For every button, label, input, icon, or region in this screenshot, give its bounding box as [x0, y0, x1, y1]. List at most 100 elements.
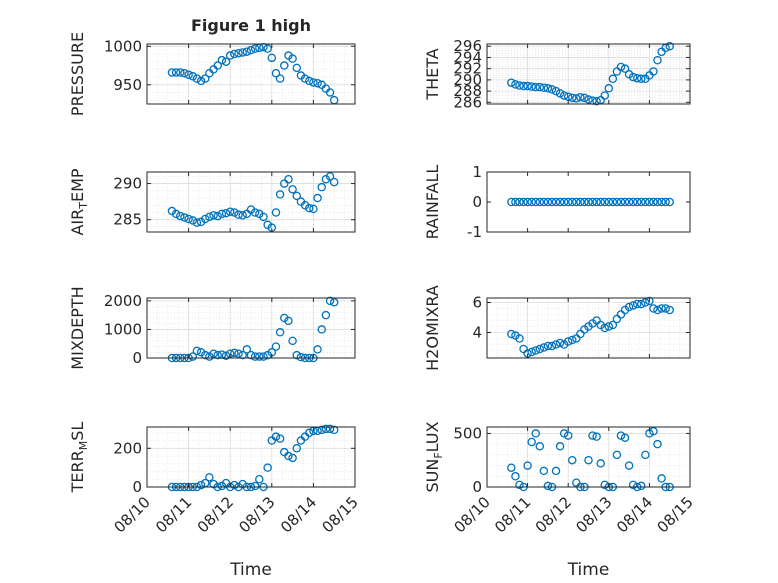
- data-point: [321, 424, 331, 434]
- x-tick-label: 08/12: [194, 493, 237, 536]
- y-tick-label: 288: [453, 82, 482, 100]
- data-point: [225, 207, 235, 217]
- data-point: [292, 350, 302, 360]
- data-point: [620, 433, 630, 442]
- y-tick-label: 200: [113, 439, 142, 457]
- y-axis-label: MIXDEPTH: [68, 286, 87, 369]
- data-point: [230, 208, 239, 217]
- data-point: [592, 432, 601, 441]
- data-point: [225, 51, 235, 60]
- data-point: [572, 94, 581, 103]
- data-point: [171, 209, 181, 219]
- chart-mixdepth: 0 1000 2000 MIXDEPTH: [68, 286, 356, 370]
- data-point: [507, 197, 516, 207]
- data-point: [596, 459, 605, 468]
- data-point: [555, 338, 565, 348]
- data-point: [180, 68, 189, 78]
- data-point: [317, 325, 326, 334]
- axes-box: [486, 426, 691, 488]
- data-point: [604, 322, 614, 331]
- data-point: [511, 197, 520, 207]
- data-point: [263, 463, 272, 472]
- data-point: [329, 425, 339, 435]
- y-tick-label: 285: [113, 211, 142, 229]
- data-point: [628, 72, 638, 82]
- chart-air_temp: 285 290 AIRTEMP: [68, 168, 356, 236]
- data-point: [624, 302, 634, 312]
- data-point: [288, 54, 297, 63]
- axes-box: [146, 171, 356, 233]
- data-point: [592, 197, 601, 207]
- data-point: [628, 301, 638, 310]
- data-point: [238, 350, 247, 360]
- data-point: [531, 82, 540, 92]
- data-point: [329, 177, 339, 187]
- data-point: [543, 341, 553, 351]
- chart-pressure: 950 1000 PRESSURE Figure 1 high: [68, 16, 356, 116]
- data-point: [608, 74, 618, 84]
- y-tick-label: -1: [467, 223, 482, 241]
- data-point: [555, 197, 565, 207]
- data-point: [263, 44, 272, 53]
- data-point: [563, 197, 573, 207]
- data-point: [317, 425, 326, 435]
- data-point: [535, 344, 545, 354]
- data-point: [539, 83, 549, 92]
- data-point: [657, 474, 666, 483]
- data-point: [313, 193, 322, 203]
- data-point: [209, 211, 218, 220]
- data-point: [547, 197, 557, 207]
- data-point: [653, 439, 662, 449]
- data-point: [507, 78, 516, 87]
- y-axis-label: TERRMSL: [68, 422, 90, 494]
- data-point: [259, 352, 268, 361]
- data-point: [657, 304, 666, 313]
- data-point: [616, 62, 626, 72]
- axes-box: [146, 43, 356, 105]
- data-point: [580, 93, 589, 103]
- data-point: [209, 349, 218, 358]
- data-point: [184, 70, 193, 80]
- data-point: [196, 76, 206, 86]
- data-point: [604, 84, 614, 93]
- y-tick-label: 1000: [104, 37, 142, 55]
- data-point: [551, 86, 561, 96]
- y-tick-label: 290: [113, 175, 142, 193]
- data-point: [527, 347, 536, 357]
- y-tick-label: 0: [472, 478, 482, 496]
- data-point: [242, 47, 252, 56]
- data-point: [632, 299, 642, 309]
- data-point: [288, 453, 297, 463]
- y-tick-label: 0: [132, 478, 142, 496]
- data-point: [535, 82, 545, 92]
- data-point: [519, 81, 528, 91]
- data-point: [527, 82, 536, 91]
- data-point: [563, 337, 573, 346]
- data-point: [205, 473, 214, 482]
- data-point: [539, 466, 549, 476]
- data-point: [547, 341, 557, 351]
- y-tick-label: 1000: [104, 320, 142, 338]
- data-point: [661, 304, 670, 313]
- data-point: [167, 68, 177, 77]
- data-point: [620, 64, 630, 73]
- data-point: [200, 350, 210, 360]
- data-point: [234, 210, 243, 219]
- data-point: [180, 213, 189, 222]
- data-point: [600, 197, 609, 207]
- y-tick-label: 0: [132, 349, 142, 367]
- data-point: [309, 78, 318, 87]
- y-axis-label: THETA: [423, 48, 442, 100]
- data-point: [255, 475, 264, 484]
- data-point: [234, 48, 243, 58]
- data-point: [329, 298, 339, 307]
- data-point: [649, 304, 658, 313]
- chart-rainfall: -1 0 1 RAINFALL: [423, 163, 691, 241]
- data-point: [242, 345, 252, 354]
- data-point: [645, 197, 654, 207]
- data-point: [543, 481, 553, 491]
- data-point: [259, 42, 268, 52]
- data-point: [259, 212, 268, 222]
